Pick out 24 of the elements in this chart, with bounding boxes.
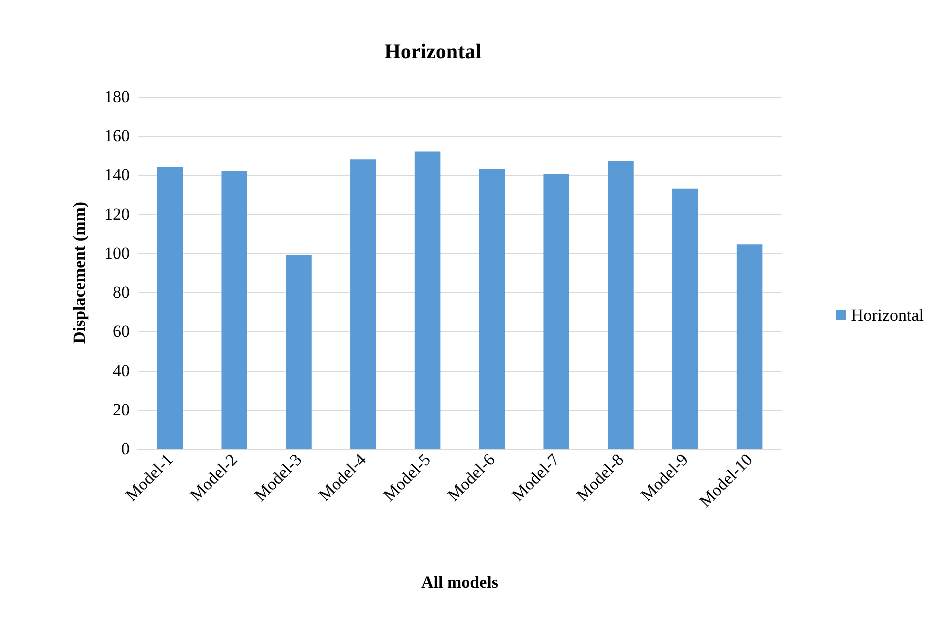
y-tick-label: 0 [122, 440, 130, 458]
y-axis-title: Displacement (mm) [70, 202, 89, 344]
y-tick-label: 80 [113, 283, 130, 302]
bar [286, 255, 312, 449]
x-axis-title: All models [422, 573, 499, 592]
y-tick-label: 140 [104, 166, 130, 185]
bar [479, 169, 506, 449]
bar [414, 152, 441, 449]
y-tick-label: 180 [104, 88, 130, 106]
y-tick-label: 160 [104, 126, 130, 146]
legend-label: Horizontal [851, 306, 924, 325]
bar [350, 160, 376, 449]
bar [736, 244, 763, 449]
chart-title: Horizontal [384, 40, 482, 64]
y-tick-label: 60 [113, 322, 130, 342]
y-tick-label: 40 [113, 361, 130, 380]
bar [157, 167, 184, 449]
y-tick-label: 20 [113, 400, 130, 420]
y-tick-label: 120 [104, 204, 130, 224]
bar [608, 162, 634, 449]
bar [222, 171, 248, 449]
bar [672, 188, 698, 449]
y-tick-label: 100 [104, 244, 130, 263]
bar [544, 174, 570, 449]
